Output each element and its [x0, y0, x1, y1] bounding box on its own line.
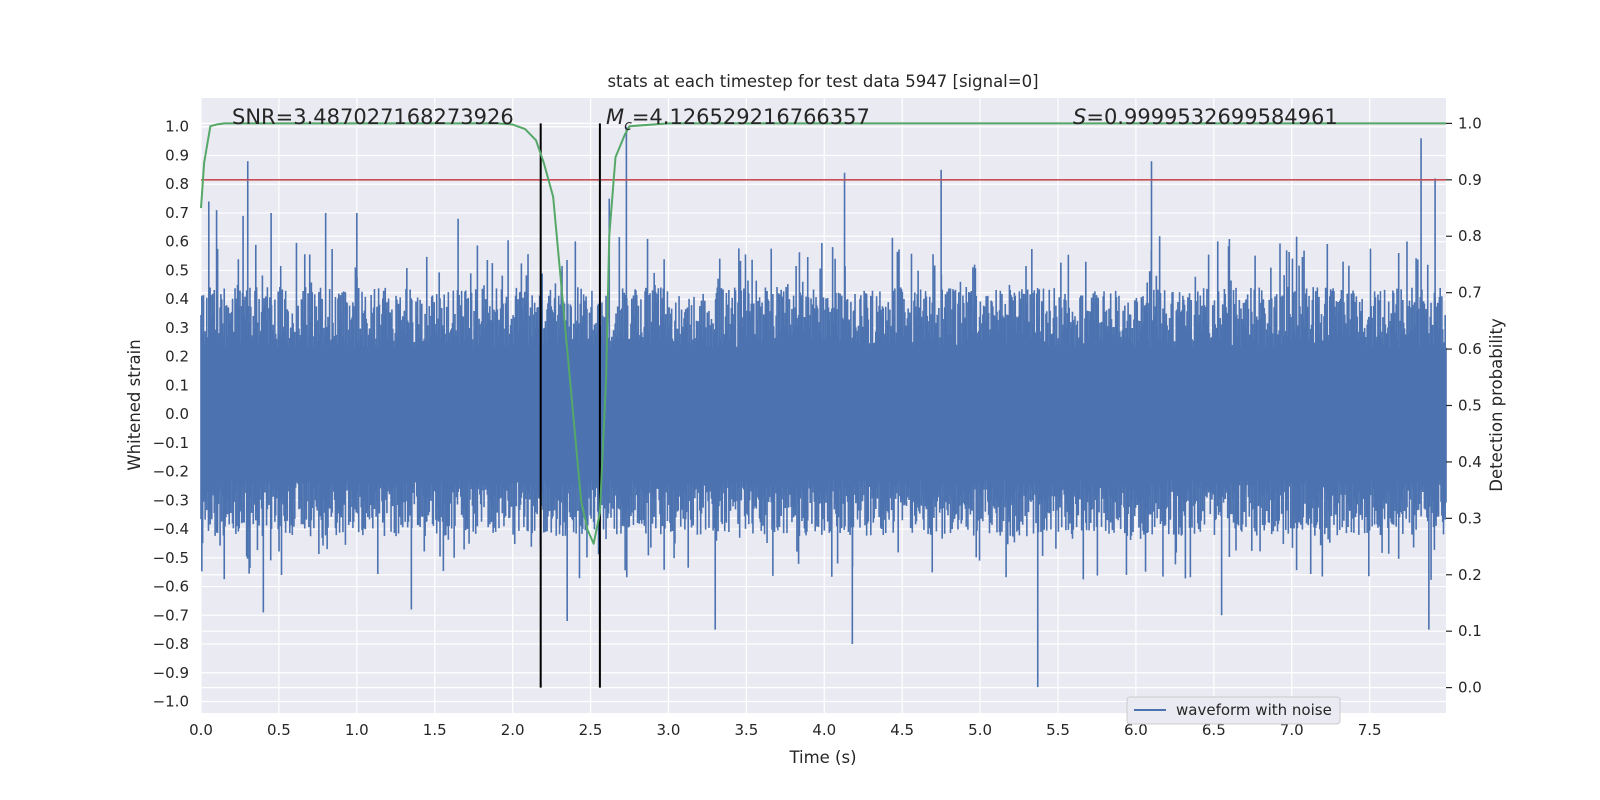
legend-label-waveform: waveform with noise — [1176, 701, 1332, 719]
y2-tick-label: 0.6 — [1458, 340, 1482, 358]
waveform-series — [200, 126, 1447, 688]
y-tick-label: 0.0 — [165, 405, 189, 423]
y2-tick-label: 0.4 — [1458, 453, 1482, 471]
x-axis-ticks: 0.0 0.5 1.0 1.5 2.0 2.5 3.0 3.5 4.0 4.5 5.0 5.5 6.0 6… — [189, 721, 1382, 739]
y-tick-label: −0.9 — [153, 664, 189, 682]
y-tick-label: −0.1 — [153, 434, 189, 452]
y-tick-label: 1.0 — [165, 118, 189, 136]
y-tick-label: 0.7 — [165, 204, 189, 222]
y-tick-label: −0.4 — [153, 520, 189, 538]
y-tick-label: −0.2 — [153, 463, 189, 481]
y2-tick-label: 0.3 — [1458, 509, 1482, 527]
detection-probability-line — [200, 122, 1446, 545]
y-tick-label: 0.1 — [165, 376, 189, 394]
y-tick-label: 0.4 — [165, 290, 189, 308]
y2-tick-label: 0.7 — [1458, 284, 1482, 302]
y2-axis-ticks: 1.0 0.9 0.8 0.7 0.6 0.5 0.4 0.3 0.2 0.1 0.0 — [1446, 114, 1482, 697]
x-tick-label: 4.5 — [890, 721, 914, 739]
y2-tick-label: 1.0 — [1458, 114, 1482, 132]
x-tick-label: 0.5 — [267, 721, 291, 739]
x-tick-label: 7.0 — [1280, 721, 1304, 739]
y2-axis-label: Detection probability — [1487, 318, 1506, 492]
x-tick-label: 6.0 — [1124, 721, 1148, 739]
legend: waveform with noise — [1126, 696, 1341, 725]
waveform-line — [200, 126, 1447, 688]
y-tick-label: 0.8 — [165, 175, 189, 193]
snr-annotation: SNR=3.487027168273926 — [232, 105, 514, 129]
y-tick-label: −0.8 — [153, 635, 189, 653]
y2-tick-label: 0.5 — [1458, 397, 1482, 415]
chirp-mass-subscript: c — [624, 118, 632, 134]
y-axis-ticks: 1.0 0.9 0.8 0.7 0.6 0.5 0.4 0.3 0.2 0.1 0.0 −0.1 −0.… — [153, 118, 189, 711]
x-tick-label: 3.5 — [734, 721, 758, 739]
chirp-mass-annotation: Mc=4.126529216766357 — [606, 105, 870, 134]
y-tick-label: 0.6 — [165, 233, 189, 251]
x-tick-label: 1.0 — [345, 721, 369, 739]
y-tick-label: −1.0 — [153, 693, 189, 711]
chirp-mass-value: =4.126529216766357 — [632, 105, 870, 129]
x-tick-label: 1.5 — [423, 721, 447, 739]
y-tick-label: 0.3 — [165, 319, 189, 337]
x-tick-label: 7.5 — [1358, 721, 1382, 739]
score-symbol: S — [1073, 105, 1086, 129]
x-tick-label: 6.5 — [1202, 721, 1226, 739]
y2-tick-label: 0.1 — [1458, 622, 1482, 640]
x-tick-label: 0.0 — [189, 721, 213, 739]
x-axis-label: Time (s) — [788, 748, 856, 767]
y-tick-label: −0.5 — [153, 549, 189, 567]
x-tick-label: 2.5 — [579, 721, 603, 739]
y-tick-label: −0.6 — [153, 578, 189, 596]
y-axis-label: Whitened strain — [125, 339, 144, 470]
legend-box — [1126, 696, 1341, 725]
x-tick-label: 3.0 — [657, 721, 681, 739]
y-tick-label: 0.9 — [165, 146, 189, 164]
y2-tick-label: 0.2 — [1458, 566, 1482, 584]
x-tick-label: 5.0 — [968, 721, 992, 739]
x-tick-label: 4.0 — [812, 721, 836, 739]
y-tick-label: −0.3 — [153, 491, 189, 509]
y2-tick-label: 0.9 — [1458, 171, 1482, 189]
chart-title: stats at each timestep for test data 594… — [607, 72, 1038, 91]
overlay-lines — [200, 122, 1446, 688]
x-tick-label: 5.5 — [1046, 721, 1070, 739]
y-tick-label: −0.7 — [153, 606, 189, 624]
score-value: =0.9999532699584961 — [1086, 105, 1337, 129]
y2-tick-label: 0.0 — [1458, 679, 1482, 697]
y-tick-label: 0.2 — [165, 348, 189, 366]
chirp-mass-symbol: M — [606, 105, 624, 129]
x-tick-label: 2.0 — [501, 721, 525, 739]
score-annotation: S=0.9999532699584961 — [1073, 105, 1338, 129]
y2-tick-label: 0.8 — [1458, 227, 1482, 245]
y-tick-label: 0.5 — [165, 261, 189, 279]
